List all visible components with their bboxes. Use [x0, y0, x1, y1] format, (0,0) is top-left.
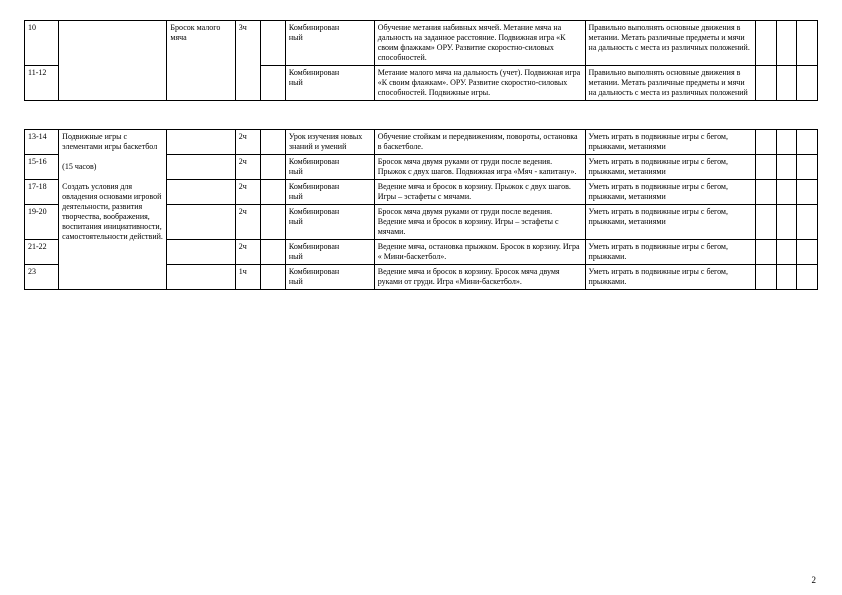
- cell-type: Комбинированный: [285, 180, 374, 205]
- cell-type: Комбинированный: [285, 240, 374, 265]
- cell-req: Уметь играть в подвижные игры с бегом, п…: [585, 205, 756, 240]
- cell-req: Уметь играть в подвижные игры с бегом, п…: [585, 265, 756, 290]
- cell-hours: 2ч: [235, 205, 260, 240]
- cell-extra: [776, 205, 797, 240]
- cell-extra: [776, 130, 797, 155]
- cell-num: 13-14: [25, 130, 59, 155]
- cell-hours: 2ч: [235, 130, 260, 155]
- cell-req: Правильно выполнять основные движения в …: [585, 21, 756, 66]
- cell-hours: 2ч: [235, 155, 260, 180]
- cell-extra: [756, 66, 777, 101]
- cell-num: 15-16: [25, 155, 59, 180]
- cell-extra: [797, 265, 818, 290]
- cell-extra: [797, 180, 818, 205]
- cell-topic: [167, 155, 235, 180]
- cell-blank: [260, 66, 285, 101]
- cell-content: Ведение мяча и бросок в корзину. Прыжок …: [374, 180, 585, 205]
- cell-extra: [776, 21, 797, 66]
- cell-extra: [776, 240, 797, 265]
- cell-num: 19-20: [25, 205, 59, 240]
- cell-type: Урок изучения новых знаний и умений: [285, 130, 374, 155]
- cell-type: Комбинированный: [285, 66, 374, 101]
- cell-extra: [797, 240, 818, 265]
- cell-num: 10: [25, 21, 59, 66]
- cell-blank: [260, 130, 285, 155]
- cell-extra: [797, 130, 818, 155]
- cell-hours: 2ч: [235, 180, 260, 205]
- cell-type: Комбинированный: [285, 21, 374, 66]
- cell-num: 11-12: [25, 66, 59, 101]
- cell-extra: [776, 180, 797, 205]
- cell-extra: [756, 240, 777, 265]
- cell-blank: [260, 205, 285, 240]
- cell-req: Уметь играть в подвижные игры с бегом, п…: [585, 155, 756, 180]
- cell-blank: [260, 265, 285, 290]
- cell-req: Уметь играть в подвижные игры с бегом, п…: [585, 180, 756, 205]
- cell-num: 17-18: [25, 180, 59, 205]
- cell-extra: [776, 155, 797, 180]
- cell-req: Уметь играть в подвижные игры с бегом, п…: [585, 240, 756, 265]
- cell-section: Подвижные игры с элементами игры баскетб…: [59, 130, 167, 290]
- page-number: 2: [812, 575, 817, 585]
- lesson-plan-table-2: 13-14Подвижные игры с элементами игры ба…: [24, 129, 818, 290]
- cell-topic: [167, 265, 235, 290]
- cell-blank: [260, 21, 285, 66]
- cell-extra: [756, 205, 777, 240]
- cell-content: Ведение мяча, остановка прыжком. Бросок …: [374, 240, 585, 265]
- cell-extra: [776, 66, 797, 101]
- cell-req: Правильно выполнять основные движения в …: [585, 66, 756, 101]
- cell-content: Бросок мяча двумя руками от груди после …: [374, 155, 585, 180]
- cell-num: 23: [25, 265, 59, 290]
- cell-type: Комбинированный: [285, 155, 374, 180]
- cell-content: Обучение стойкам и передвижениям, поворо…: [374, 130, 585, 155]
- cell-topic: [167, 240, 235, 265]
- cell-extra: [797, 21, 818, 66]
- cell-hours: 3ч: [235, 21, 260, 101]
- cell-content: Ведение мяча и бросок в корзину. Бросок …: [374, 265, 585, 290]
- cell-blank: [260, 180, 285, 205]
- lesson-plan-table-1: 10 Бросок малого мяча3ч КомбинированныйОбу…: [24, 20, 818, 101]
- cell-content: Метание малого мяча на дальность (учет).…: [374, 66, 585, 101]
- cell-hours: 2ч: [235, 240, 260, 265]
- cell-content: Бросок мяча двумя руками от груди после …: [374, 205, 585, 240]
- table-row: 13-14Подвижные игры с элементами игры ба…: [25, 130, 818, 155]
- cell-extra: [797, 66, 818, 101]
- cell-extra: [776, 265, 797, 290]
- table-row: 10Бросок малого мяча3чКомбинированныйОбу…: [25, 21, 818, 66]
- cell-section: [59, 21, 167, 101]
- cell-extra: [756, 155, 777, 180]
- cell-topic: [167, 130, 235, 155]
- cell-topic: Бросок малого мяча: [167, 21, 235, 101]
- cell-extra: [756, 180, 777, 205]
- cell-extra: [756, 21, 777, 66]
- cell-blank: [260, 155, 285, 180]
- cell-topic: [167, 205, 235, 240]
- cell-type: Комбинированный: [285, 265, 374, 290]
- cell-extra: [756, 130, 777, 155]
- cell-extra: [756, 265, 777, 290]
- cell-content: Обучение метания набивных мячей. Метание…: [374, 21, 585, 66]
- cell-req: Уметь играть в подвижные игры с бегом, п…: [585, 130, 756, 155]
- cell-extra: [797, 155, 818, 180]
- cell-type: Комбинированный: [285, 205, 374, 240]
- cell-num: 21-22: [25, 240, 59, 265]
- cell-hours: 1ч: [235, 265, 260, 290]
- cell-blank: [260, 240, 285, 265]
- cell-extra: [797, 205, 818, 240]
- cell-topic: [167, 180, 235, 205]
